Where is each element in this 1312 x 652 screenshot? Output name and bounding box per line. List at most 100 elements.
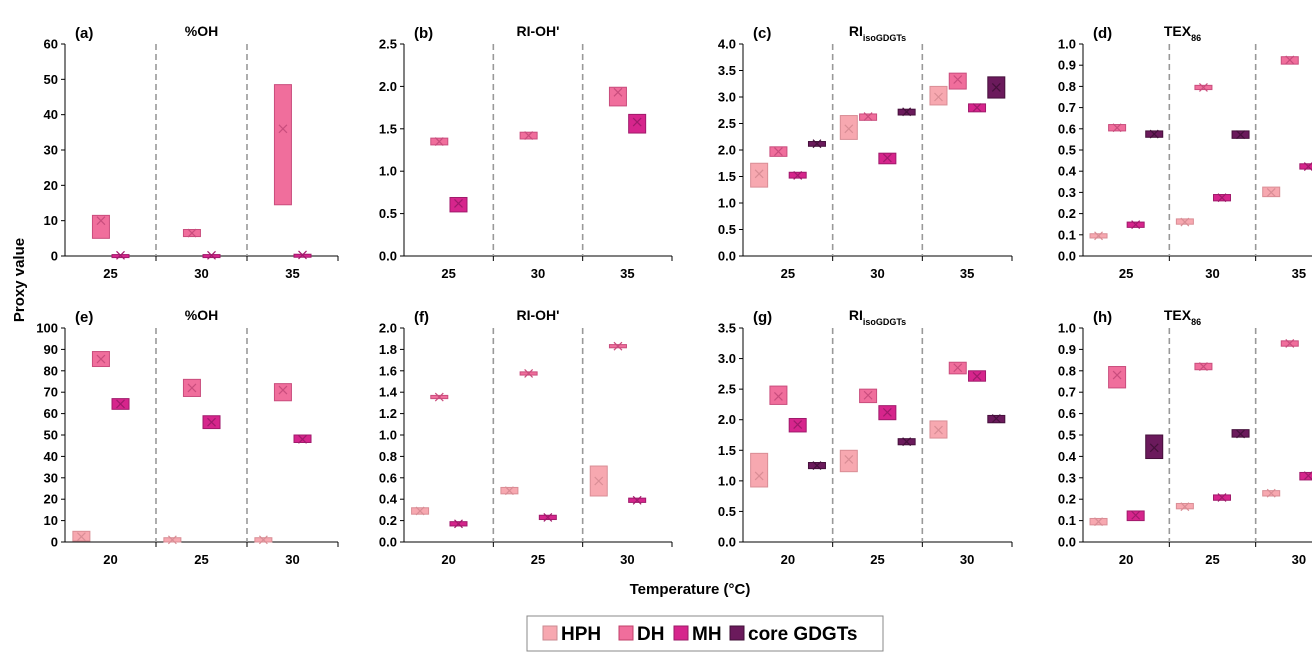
box-mh [628, 113, 647, 134]
legend-label-core-gdgts: core GDGTs [748, 624, 857, 645]
y-tick-label: 1.0 [379, 428, 397, 443]
median-marker [1285, 55, 1295, 65]
median-marker [1303, 471, 1312, 481]
y-tick-label: 0.5 [379, 206, 397, 221]
y-tick-label: 20 [44, 492, 58, 507]
y-axis-title: Proxy value [11, 238, 28, 322]
y-tick-label: 90 [44, 342, 58, 357]
median-marker [812, 139, 822, 149]
panel-label: (e) [75, 309, 93, 326]
median-marker [278, 124, 288, 134]
legend-label-dh: DH [637, 624, 664, 645]
panel-title: %OH [185, 307, 218, 323]
y-tick-label: 0 [51, 535, 58, 550]
y-tick-label: 1.5 [718, 169, 736, 184]
box-hph [839, 115, 858, 140]
median-marker [1180, 217, 1190, 227]
y-tick-label: 0.9 [1058, 58, 1076, 73]
y-tick-label: 0.8 [1058, 79, 1076, 94]
y-tick-label: 0.2 [379, 513, 397, 528]
y-tick-label: 10 [44, 513, 58, 528]
median-marker [1112, 123, 1122, 133]
y-tick-label: 0.0 [1058, 249, 1076, 264]
y-tick-label: 1.6 [379, 363, 397, 378]
median-marker [1131, 510, 1141, 520]
median-marker [844, 455, 854, 464]
median-marker [1094, 231, 1103, 241]
median-marker [1236, 130, 1245, 140]
y-tick-label: 1.0 [1058, 37, 1076, 52]
x-tick-label: 30 [531, 266, 545, 281]
median-marker [415, 506, 425, 516]
y-tick-label: 2.0 [718, 143, 736, 158]
legend-swatch-dh [618, 625, 634, 641]
median-marker [1094, 517, 1103, 527]
median-marker [934, 92, 943, 102]
median-marker [298, 250, 307, 260]
y-tick-label: 10 [44, 213, 58, 228]
x-tick-label: 30 [620, 552, 634, 567]
y-tick-label: 1.2 [379, 406, 397, 421]
y-tick-label: 40 [44, 449, 58, 464]
median-marker [454, 519, 463, 529]
y-tick-label: 1.0 [1058, 321, 1076, 336]
y-tick-label: 2.5 [379, 37, 397, 52]
box-mh [1299, 471, 1312, 481]
legend-label-mh: MH [692, 624, 722, 645]
median-marker [298, 434, 307, 444]
y-tick-label: 3.5 [718, 321, 736, 336]
y-tick-label: 0.5 [1058, 143, 1076, 158]
median-marker [1285, 338, 1295, 348]
legend-frame [526, 615, 884, 652]
legend: HPH DH MH core GDGTs [526, 615, 884, 652]
y-tick-label: 20 [44, 178, 58, 193]
x-tick-label: 20 [441, 552, 455, 567]
median-marker [991, 414, 1001, 423]
panel-c: 0.0 0.5 1.0 1.5 2.0 2.5 3.0 3.5 4.0 25 30 35 (c) RIis… [718, 23, 1013, 281]
box-mh [1299, 163, 1312, 170]
panel-title: RI-OH' [517, 307, 560, 323]
x-tick-label: 25 [441, 266, 455, 281]
y-tick-label: 1.0 [718, 196, 736, 211]
median-marker [207, 417, 216, 427]
y-tick-label: 0.0 [1058, 535, 1076, 550]
median-marker [972, 103, 982, 113]
median-marker [1199, 83, 1208, 92]
median-marker [934, 425, 943, 435]
median-marker [207, 250, 216, 260]
panels: 0 10 20 30 40 50 60 25 30 35 (a) %OH 0.0 0.5 1.0 1.5 2.0… [36, 23, 1312, 567]
box-hph [929, 85, 948, 106]
x-tick-label: 35 [285, 266, 299, 281]
median-marker [1131, 220, 1141, 230]
median-marker [187, 228, 197, 238]
box-dh [91, 214, 110, 239]
panel-label: (f) [414, 309, 429, 326]
median-marker [76, 532, 86, 542]
panel-label: (g) [753, 309, 772, 326]
box-core-gdgts [1145, 434, 1164, 460]
y-tick-label: 0.8 [1058, 363, 1076, 378]
y-tick-label: 4.0 [718, 37, 736, 52]
median-marker [524, 369, 534, 378]
y-tick-label: 60 [44, 406, 58, 421]
y-tick-label: 0.6 [1058, 121, 1076, 136]
median-marker [1180, 502, 1190, 512]
x-axis-title: Temperature (°C) [630, 581, 751, 598]
x-tick-label: 25 [531, 552, 545, 567]
y-tick-label: 0.6 [1058, 406, 1076, 421]
median-marker [504, 486, 514, 496]
median-marker [1217, 193, 1227, 203]
y-tick-label: 0.5 [718, 222, 736, 237]
x-tick-label: 35 [620, 266, 634, 281]
y-tick-label: 30 [44, 470, 58, 485]
x-tick-label: 30 [870, 266, 884, 281]
median-marker [594, 476, 604, 486]
x-tick-label: 30 [1205, 266, 1219, 281]
median-marker [96, 354, 106, 364]
panel-title: %OH [185, 23, 218, 39]
x-tick-label: 30 [960, 552, 974, 567]
x-tick-label: 30 [285, 552, 299, 567]
median-marker [1236, 429, 1245, 439]
median-marker [773, 147, 783, 157]
median-marker [953, 75, 963, 84]
